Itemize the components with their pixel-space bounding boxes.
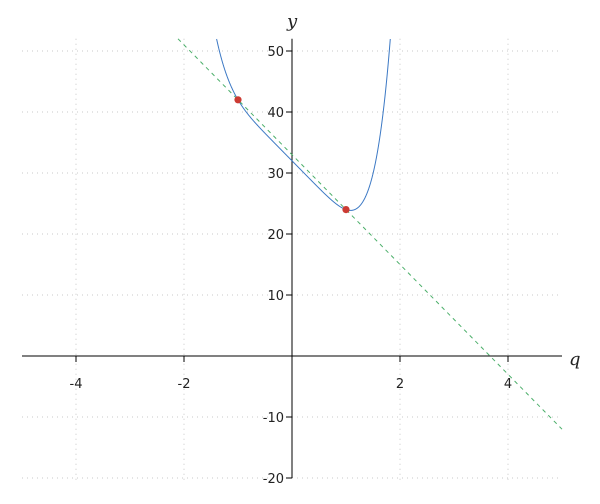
y-axis-label: y	[286, 11, 298, 32]
secant-line	[177, 38, 563, 430]
x-tick-label: -4	[70, 377, 83, 392]
data-point	[342, 206, 350, 214]
x-tick-label: -2	[178, 377, 191, 392]
y-tick-label: -20	[263, 472, 284, 487]
y-tick-label: 50	[267, 45, 284, 60]
y-tick-label: -10	[263, 411, 284, 426]
axes	[22, 38, 562, 478]
x-tick-label: 4	[504, 377, 512, 392]
curve-line	[216, 38, 391, 211]
y-tick-label: 20	[267, 228, 284, 243]
data-point	[234, 96, 242, 104]
y-tick-label: 30	[267, 167, 284, 182]
x-tick-label: 2	[396, 377, 404, 392]
ticks: -4 -2 2 4 -20 -10 10 20 30 40 50	[70, 45, 513, 487]
plot-area	[177, 38, 563, 430]
x-axis-label: q	[569, 349, 581, 370]
y-tick-label: 10	[267, 289, 284, 304]
y-tick-label: 40	[267, 106, 284, 121]
